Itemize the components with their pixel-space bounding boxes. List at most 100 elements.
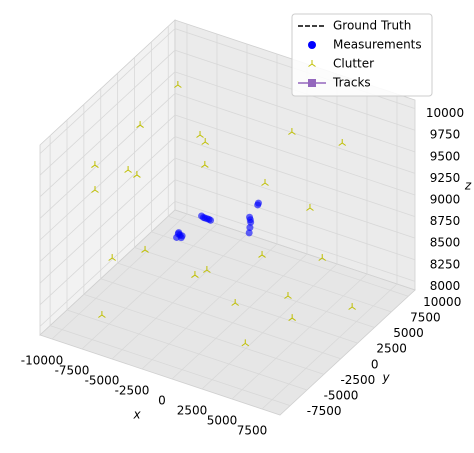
grid-line [171,253,308,380]
y-tick-label: -5000 [324,389,359,403]
tri-arm [244,342,250,347]
grid-line [117,262,358,344]
tri-arm [194,274,199,278]
clutter-point [306,203,314,211]
tri-arm [136,124,141,128]
grid-line [39,93,176,219]
tri-arm [288,131,293,135]
tri-arm [196,134,201,138]
grid-line [100,278,341,360]
z-tick-label: 8250 [430,257,461,271]
tri-arm [111,257,116,261]
tri-arm [291,131,296,135]
z-tick-label: 9000 [430,193,461,207]
clutter-point [318,254,327,261]
clutter-point [201,160,209,168]
legend-frame [291,13,433,97]
clutter-point [124,165,132,173]
grid-line [231,273,368,400]
clutter-point [348,303,356,310]
tri-arm [98,314,103,318]
tri-arm [348,306,353,310]
tri-arm [177,84,182,88]
legend-label: Ground Truth [333,19,411,33]
grid-line [39,179,176,306]
z-tick-label: 8000 [430,279,461,293]
grid-line [39,201,176,327]
grid-line [174,114,416,196]
clutter-point [288,314,296,321]
legend-label: Tracks [332,76,371,90]
grid-line [174,71,416,153]
legend-label: Measurements [333,38,422,52]
tri-arm [108,257,113,261]
tri-arm [91,189,96,193]
tri-arm [204,164,209,168]
y-tick-label: -2500 [340,373,375,387]
tri-arm [288,317,293,321]
grid-line [39,157,176,284]
grid-line [39,28,176,154]
measurement-point [177,234,185,242]
grid-line [174,200,416,282]
x-tick-label: -2500 [115,384,150,398]
x-tick-label: 0 [158,394,166,408]
tri-arm [174,84,179,88]
legend: Ground Truth Measurements Clutter Tracks [291,13,433,97]
z-tick-label: 10000 [426,106,464,120]
grid-line [81,223,218,350]
tri-arm [287,295,292,299]
tri-arm [341,142,347,146]
legend-swatch [308,41,316,49]
grid-line [111,233,248,360]
measurement-point [207,216,215,224]
tri-arm [318,257,323,261]
grid-line [49,325,291,407]
grid-line [201,263,338,390]
grid-line [39,136,176,262]
clutter-point [141,245,149,253]
y-tick-label: 5000 [393,326,424,340]
y-axis-label: y [381,371,390,385]
x-tick-label: 2500 [177,404,208,418]
tri-arm [199,134,204,138]
grid-line [168,215,409,297]
tri-arm [124,169,129,173]
clutter-point [98,311,106,318]
grid-line [261,283,398,410]
clutter-point [136,121,144,128]
tri-arm [261,254,266,258]
tri-arm [94,164,99,168]
x-tick-label: -10000 [21,354,64,368]
grid-line [39,71,176,198]
measurement-point [254,199,262,207]
clutter-point [108,254,116,261]
x-axis-label: x [132,408,141,422]
z-axis-label: z [464,179,472,193]
z-tick-label: 9750 [430,128,461,142]
clutter-point [191,271,199,278]
tri-arm [204,141,209,145]
tri-arm [351,306,356,310]
tri-arm [308,63,313,67]
tri-arm [261,182,266,186]
clutter-point [201,137,209,145]
measurement-point [245,229,253,237]
tri-arm [338,142,343,146]
grid-line [141,243,278,370]
pane-floor [39,209,416,416]
grid-line [134,247,375,328]
tri-arm [127,169,132,173]
tri-arm [241,342,246,347]
clutter-point [174,81,182,88]
grid-line [174,136,416,217]
tri-arm [191,274,196,278]
clutter-point [91,186,99,193]
tri-arm [234,302,239,306]
tri-arm [309,207,314,211]
y-tick-label: 0 [371,357,379,371]
clutter-point [203,266,211,273]
grid-line [83,293,325,375]
grid-line [174,179,416,261]
